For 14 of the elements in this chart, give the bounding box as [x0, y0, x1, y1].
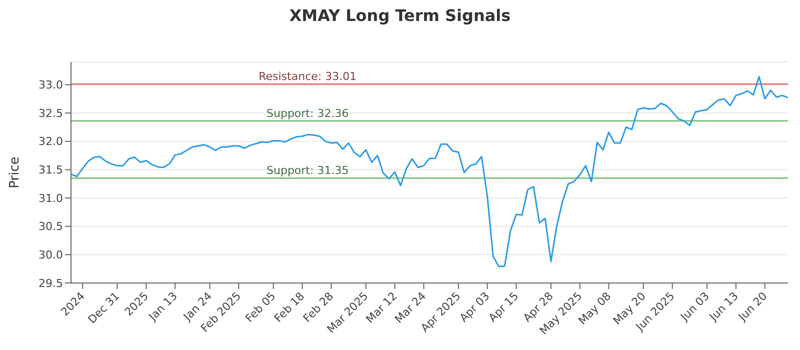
- y-tick-label: 29.5: [38, 276, 63, 290]
- y-tick-label: 30.5: [38, 220, 63, 234]
- y-tick-label: 31.5: [38, 164, 63, 177]
- y-tick-label: 32.0: [38, 135, 63, 148]
- ref-line-label: Support: 32.36: [266, 106, 349, 120]
- ref-line-label: Support: 31.35: [266, 164, 349, 178]
- x-tick-label: Dec 31: [85, 290, 122, 326]
- y-tick-label: 32.5: [38, 106, 63, 120]
- chart-title: XMAY Long Term Signals: [288, 6, 512, 25]
- y-tick-label: 31.0: [38, 192, 63, 205]
- y-tick-label: 33.0: [38, 78, 63, 92]
- y-tick-label: 30.0: [38, 248, 63, 262]
- y-axis-title: Price: [8, 156, 23, 188]
- ref-line-label: Resistance: 33.01: [258, 70, 357, 84]
